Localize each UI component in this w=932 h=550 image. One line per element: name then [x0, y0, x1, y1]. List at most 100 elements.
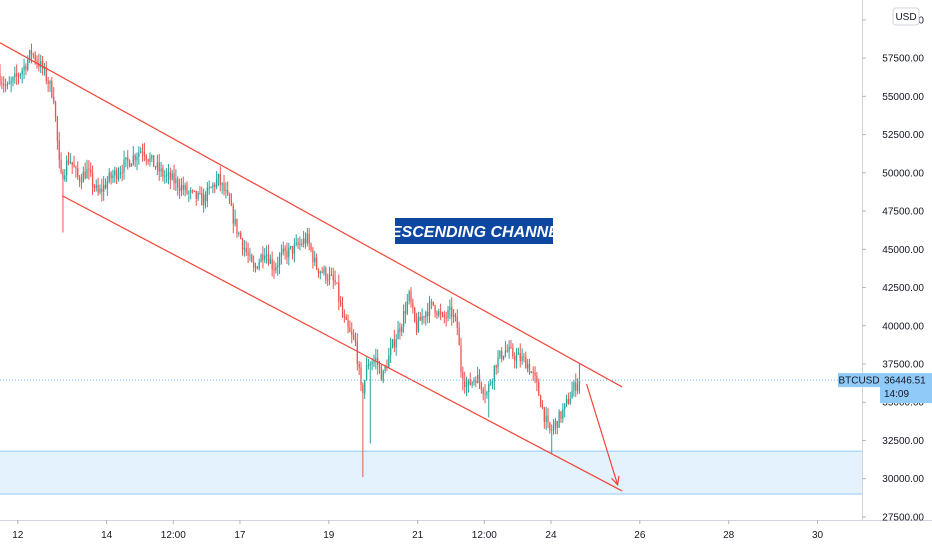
annotation-text: DESCENDING CHANNEL	[379, 224, 568, 241]
candle	[278, 252, 281, 275]
candle	[360, 361, 362, 391]
candle	[141, 143, 144, 162]
candle	[10, 76, 12, 93]
candle	[436, 310, 438, 319]
price-tick-label: 42500.00	[882, 283, 924, 294]
candle-body	[480, 382, 483, 390]
candle	[299, 236, 301, 251]
candle	[312, 246, 314, 269]
candle-body	[186, 185, 188, 194]
candle-body	[547, 415, 549, 423]
candle	[317, 268, 320, 278]
time-axis-background	[0, 520, 932, 550]
candle-body	[521, 356, 523, 361]
candle-body	[41, 61, 44, 69]
candle	[386, 359, 388, 372]
candle-body	[1, 83, 3, 85]
candle-body	[66, 160, 68, 176]
candle	[23, 58, 25, 80]
candle-body	[230, 202, 233, 206]
candle-body	[153, 155, 155, 167]
candle	[306, 228, 308, 247]
price-tick-label: 37500.00	[882, 360, 924, 371]
candle-body	[352, 334, 355, 339]
candle-body	[164, 175, 166, 177]
candle	[428, 295, 431, 323]
candle	[506, 344, 508, 353]
candle-body	[575, 382, 577, 391]
candle-body	[449, 306, 451, 311]
candle	[458, 321, 460, 346]
candle	[399, 322, 401, 340]
candle	[402, 304, 405, 333]
candle-body	[515, 354, 518, 361]
symbol-label: BTCUSD	[838, 376, 879, 387]
candle	[262, 246, 264, 269]
candle-body	[419, 317, 421, 321]
candle-body	[571, 390, 573, 399]
candle	[414, 306, 416, 323]
candle-body	[254, 266, 257, 268]
candle	[469, 372, 471, 386]
candle-body	[134, 155, 136, 161]
candle-body	[549, 422, 551, 431]
candle-body	[554, 421, 557, 426]
candle	[556, 420, 558, 435]
candle	[578, 364, 581, 394]
candle-body	[208, 187, 210, 189]
candle	[482, 386, 484, 401]
candle	[328, 266, 331, 286]
candle	[64, 168, 66, 182]
candle-body	[473, 380, 475, 382]
candle-body	[576, 384, 579, 391]
candle	[149, 152, 151, 167]
candle	[104, 178, 107, 190]
candle	[526, 359, 529, 373]
candle	[502, 355, 505, 361]
candle	[51, 76, 53, 99]
candle	[395, 334, 397, 356]
time-tick-label: 17	[234, 530, 246, 541]
candle	[228, 192, 231, 204]
candle	[275, 262, 277, 274]
candle-body	[438, 311, 440, 316]
candle-body	[373, 360, 375, 363]
candle	[534, 366, 536, 384]
candle	[93, 183, 96, 193]
candle-body	[141, 151, 144, 153]
symbol-badge: BTCUSD	[838, 373, 880, 388]
price-tick-label: 55000.00	[882, 92, 924, 103]
candle-body	[532, 372, 534, 374]
candle	[175, 169, 177, 191]
time-tick-label: 14	[101, 530, 113, 541]
candle-body	[108, 172, 110, 182]
candle-body	[445, 317, 447, 319]
candle-body	[112, 175, 114, 178]
candle	[297, 237, 299, 249]
price-axis-background	[862, 0, 932, 550]
candle-body	[62, 171, 64, 180]
candle-body	[389, 346, 392, 356]
candle	[352, 329, 355, 341]
candle-body	[412, 302, 414, 308]
candle	[62, 169, 64, 233]
candle	[288, 242, 290, 266]
candle	[173, 164, 175, 191]
candle-body	[310, 244, 312, 251]
candle-body	[464, 381, 466, 388]
candle	[504, 340, 507, 358]
candle-body	[397, 328, 399, 340]
candle	[536, 371, 538, 392]
candle-body	[293, 244, 296, 254]
candle-body	[10, 81, 12, 84]
candle-body	[427, 311, 429, 317]
candle	[302, 230, 305, 248]
candle-body	[375, 357, 377, 361]
candle	[499, 350, 501, 360]
candle	[464, 371, 466, 394]
candle-body	[460, 345, 462, 373]
candle	[16, 64, 18, 85]
candle	[532, 366, 534, 381]
candle-body	[528, 363, 531, 374]
candle-body	[104, 184, 107, 189]
